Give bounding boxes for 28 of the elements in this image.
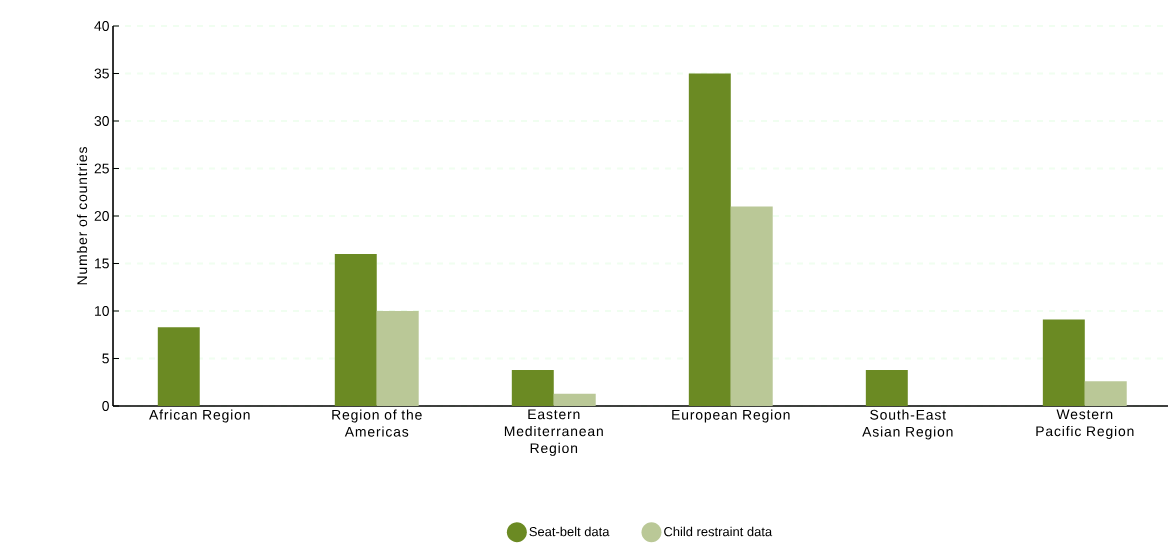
y-tick-label: 5: [102, 353, 109, 364]
y-axis-title: Number of countries: [76, 147, 88, 285]
y-tick-label: 10: [95, 306, 109, 316]
y-tick-label: 40: [94, 21, 109, 31]
bar: [157, 327, 200, 406]
bar: [730, 206, 773, 406]
y-tick-label: 15: [95, 258, 109, 269]
bar: [511, 369, 554, 406]
bar: [334, 253, 377, 406]
y-tick-label: 30: [94, 116, 109, 126]
y-tick-label: 35: [94, 68, 109, 79]
bar: [1084, 381, 1127, 406]
x-tick-label: Western Pacific Region: [1036, 409, 1134, 439]
y-tick-label: 25: [94, 163, 109, 174]
legend-label: Child restraint data: [664, 526, 773, 537]
x-tick-label: Region of the Americas: [332, 409, 422, 437]
x-tick-label: African Region: [149, 409, 250, 423]
x-tick-label: European Region: [672, 409, 790, 423]
x-tick-label: South-East Asian Region: [862, 409, 953, 440]
legend-label: Seat-belt data: [529, 526, 610, 537]
bar: [1042, 319, 1085, 406]
x-tick-label: Eastern Mediterranean Region: [504, 409, 603, 456]
y-tick-label: 20: [94, 211, 109, 221]
y-tick-label: 0: [102, 401, 109, 411]
bar: [688, 73, 731, 406]
bar: [553, 393, 596, 406]
bar: [376, 310, 419, 406]
bar: [865, 369, 908, 406]
